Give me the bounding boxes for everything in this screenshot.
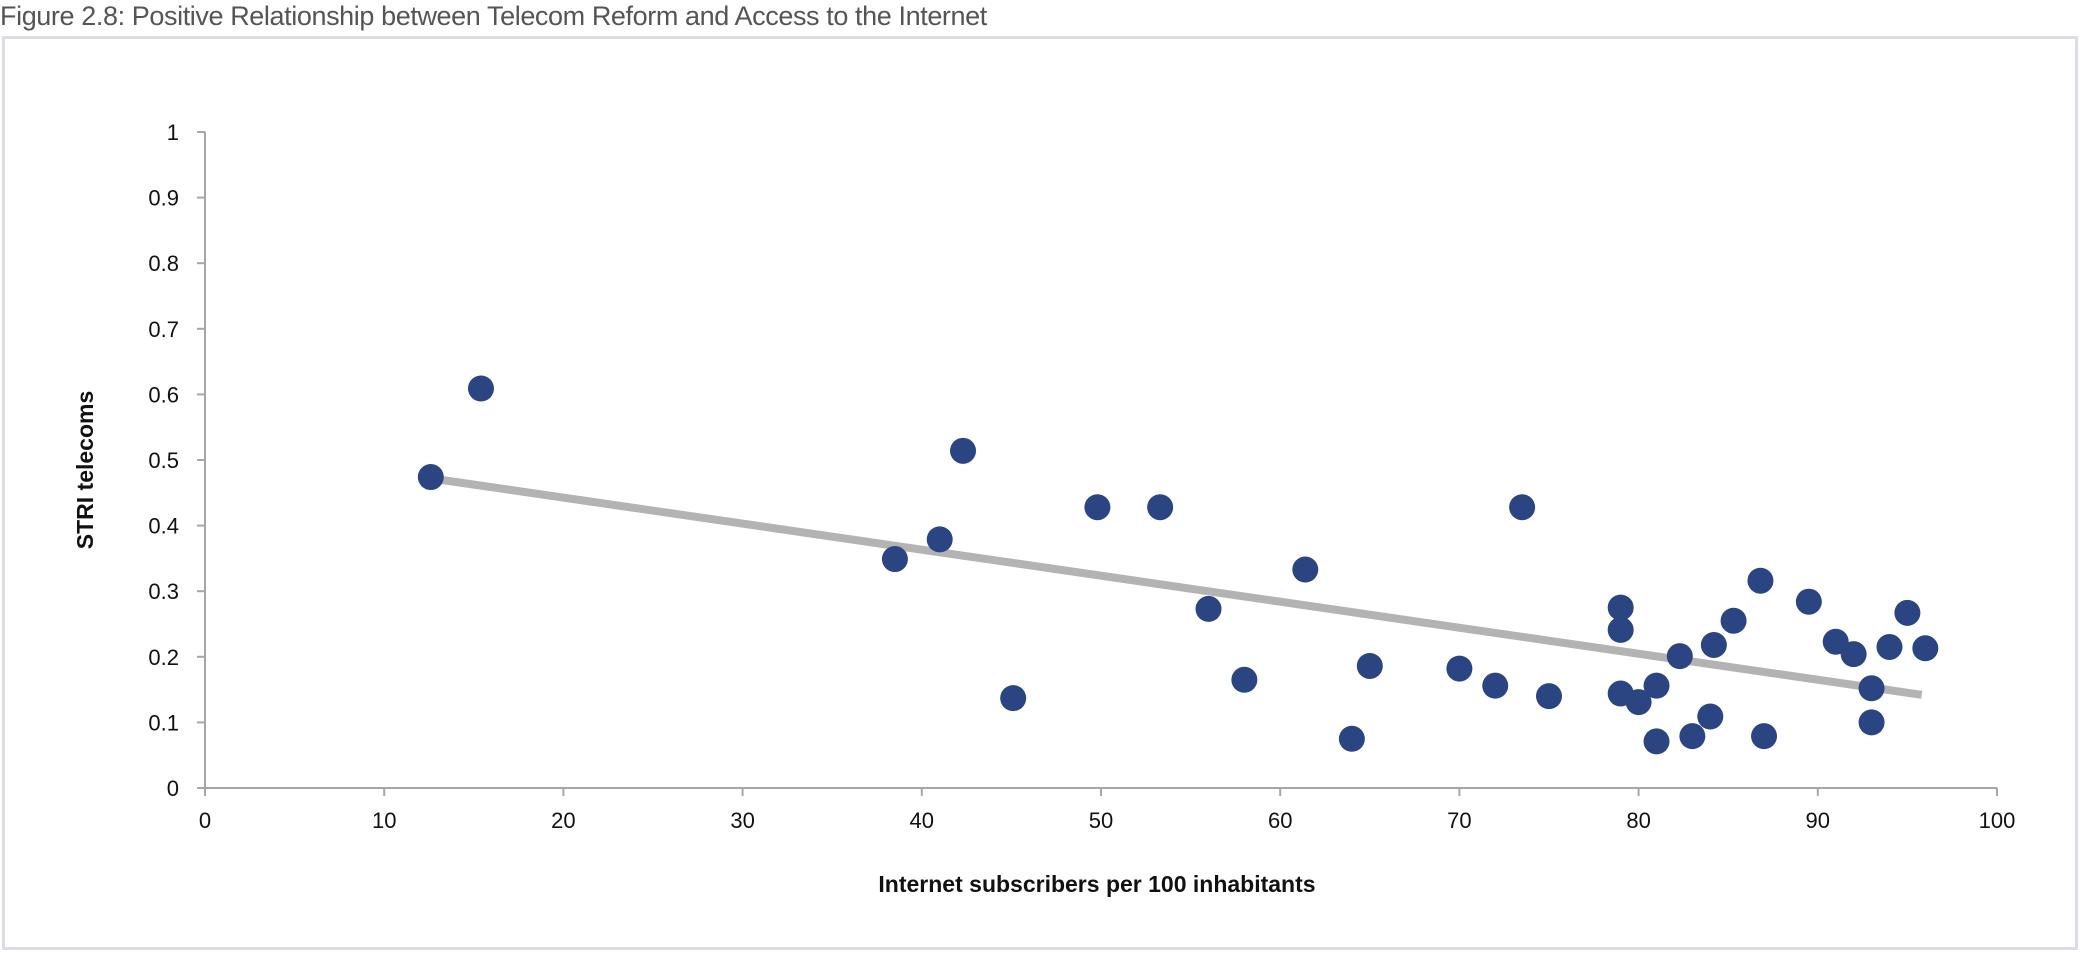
data-point [1876, 633, 1903, 660]
data-point [1700, 631, 1727, 658]
y-tick-label: 0.9 [148, 186, 179, 211]
data-point [1000, 685, 1027, 712]
y-tick-label: 0.3 [148, 579, 179, 604]
data-point [950, 437, 977, 464]
data-point [1894, 599, 1921, 626]
y-axis-title: STRI telecoms [72, 391, 98, 550]
x-tick-label: 20 [551, 808, 575, 833]
trendline-layer [430, 474, 1923, 699]
data-point [1292, 556, 1319, 583]
data-point [1697, 703, 1724, 730]
y-tick-label: 0.7 [148, 317, 179, 342]
y-tick-label: 1 [167, 120, 179, 145]
data-point [1720, 607, 1747, 634]
y-tick-label: 0.1 [148, 710, 179, 735]
y-tick-label: 0.4 [148, 514, 179, 539]
data-point [1840, 641, 1867, 668]
data-point [1607, 616, 1634, 643]
data-point [1231, 666, 1258, 693]
data-point [1625, 689, 1652, 716]
x-tick-label: 90 [1806, 808, 1830, 833]
data-point [1147, 494, 1174, 521]
data-point [1795, 588, 1822, 615]
x-tick-label: 60 [1268, 808, 1292, 833]
x-tick-label: 40 [910, 808, 934, 833]
data-point [1356, 652, 1383, 679]
y-tick-label: 0.6 [148, 382, 179, 407]
data-point [1912, 635, 1939, 662]
axes [204, 132, 1997, 789]
data-point [1338, 725, 1365, 752]
trendline [430, 474, 1923, 699]
chart-frame: 0 0.1 0.2 0.3 0.4 0.5 0.6 0.7 0.8 0.9 1 0 10 20 30 40 50… [2, 36, 2078, 950]
x-tick-label: 100 [1979, 808, 2016, 833]
axis-ticks: 00.10.20.30.40.50.60.70.80.910 10 20 30 40 50… [148, 120, 2015, 833]
data-point [881, 546, 908, 573]
data-point [467, 375, 494, 402]
x-tick-label: 50 [1089, 808, 1113, 833]
data-point [1536, 683, 1562, 710]
x-tick-label: 30 [730, 808, 754, 833]
data-point [1643, 728, 1670, 755]
x-tick-label: 70 [1447, 808, 1471, 833]
data-point [1643, 672, 1670, 699]
data-point [1446, 655, 1473, 682]
x-tick-label: 10 [372, 808, 396, 833]
x-tick-label: 80 [1626, 808, 1650, 833]
x-tick-label: 0 [199, 808, 211, 833]
figure-caption: Figure 2.8: Positive Relationship betwee… [0, 1, 987, 31]
data-point [1858, 675, 1885, 702]
data-point [1747, 567, 1774, 594]
y-tick-label: 0.8 [148, 251, 179, 276]
data-point [417, 464, 444, 491]
data-point [1666, 643, 1693, 670]
data-points [417, 375, 1939, 755]
data-point [1482, 672, 1509, 699]
x-axis-title: Internet subscribers per 100 inhabitants [878, 871, 1315, 897]
data-point [926, 526, 953, 553]
y-tick-label: 0.5 [148, 448, 179, 473]
data-point [1084, 494, 1111, 521]
data-point [1509, 494, 1536, 521]
y-tick-label: 0.2 [148, 645, 179, 670]
data-point [1195, 595, 1222, 622]
y-tick-label: 0 [167, 776, 179, 801]
data-point [1607, 594, 1634, 621]
scatter-chart: 00.10.20.30.40.50.60.70.80.910 10 20 30 40 50… [72, 120, 2015, 897]
data-point [1679, 723, 1706, 750]
data-point [1751, 723, 1778, 750]
data-point [1858, 709, 1885, 736]
